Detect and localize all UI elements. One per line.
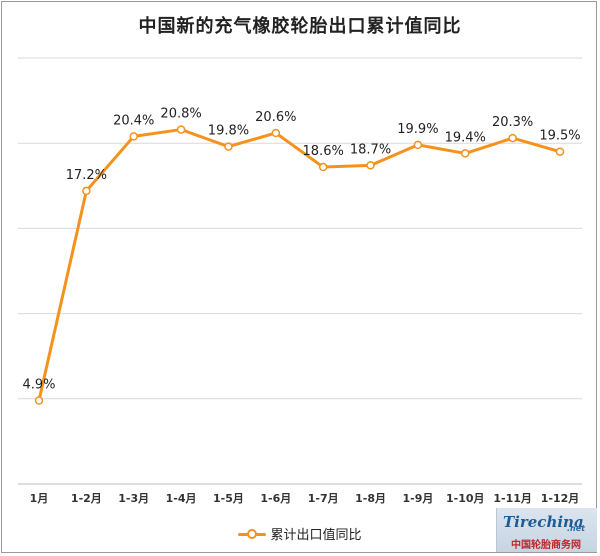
- data-label: 17.2%: [66, 168, 107, 183]
- watermark-logo: Tirechina: [503, 513, 584, 531]
- data-label: 4.9%: [22, 378, 55, 393]
- data-point: [82, 186, 91, 196]
- data-label: 20.8%: [160, 107, 201, 122]
- data-point: [413, 140, 423, 150]
- x-tick-label: 1-8月: [355, 492, 386, 505]
- legend-label: 累计出口值同比: [270, 528, 362, 543]
- data-point: [508, 133, 517, 143]
- x-tick-label: 1-11月: [493, 492, 532, 505]
- data-point: [461, 149, 470, 158]
- data-label: 20.6%: [255, 110, 296, 125]
- x-tick-label: 1-12月: [541, 492, 580, 505]
- x-tick-label: 1-5月: [213, 492, 244, 505]
- data-label: 18.7%: [350, 142, 391, 157]
- data-point: [366, 161, 375, 170]
- data-point: [555, 147, 565, 156]
- data-point: [318, 162, 328, 172]
- data-point: [129, 132, 138, 141]
- data-label: 19.9%: [397, 122, 438, 137]
- x-tick-label: 1-2月: [71, 492, 102, 505]
- x-tick-label: 1-3月: [118, 492, 149, 505]
- x-tick-label: 1月: [30, 492, 49, 505]
- x-tick-label: 1-4月: [166, 492, 197, 505]
- data-label: 19.8%: [208, 124, 249, 139]
- x-tick-label: 1-9月: [402, 492, 433, 505]
- data-label: 19.4%: [445, 130, 486, 145]
- data-point: [34, 396, 44, 405]
- legend: 累计出口值同比: [0, 524, 600, 543]
- data-label: 20.4%: [113, 113, 154, 128]
- data-label: 19.5%: [539, 129, 580, 144]
- watermark-site-name: 中国轮胎商务网: [511, 540, 581, 551]
- data-point: [176, 125, 186, 134]
- data-label: 20.3%: [492, 115, 533, 130]
- data-point: [224, 142, 233, 151]
- x-tick-label: 1-6月: [260, 492, 291, 505]
- watermark: Tirechina .net 中国轮胎商务网: [496, 508, 597, 552]
- watermark-logo-suffix: .net: [567, 524, 585, 533]
- series-line: [37, 128, 562, 403]
- legend-line-marker-icon: [238, 528, 267, 540]
- data-point: [271, 128, 281, 138]
- x-tick-label: 1-10月: [446, 492, 485, 505]
- x-tick-label: 1-7月: [308, 492, 339, 505]
- data-label: 18.6%: [303, 144, 344, 159]
- chart-title: 中国新的充气橡胶轮胎出口累计值同比: [138, 16, 462, 37]
